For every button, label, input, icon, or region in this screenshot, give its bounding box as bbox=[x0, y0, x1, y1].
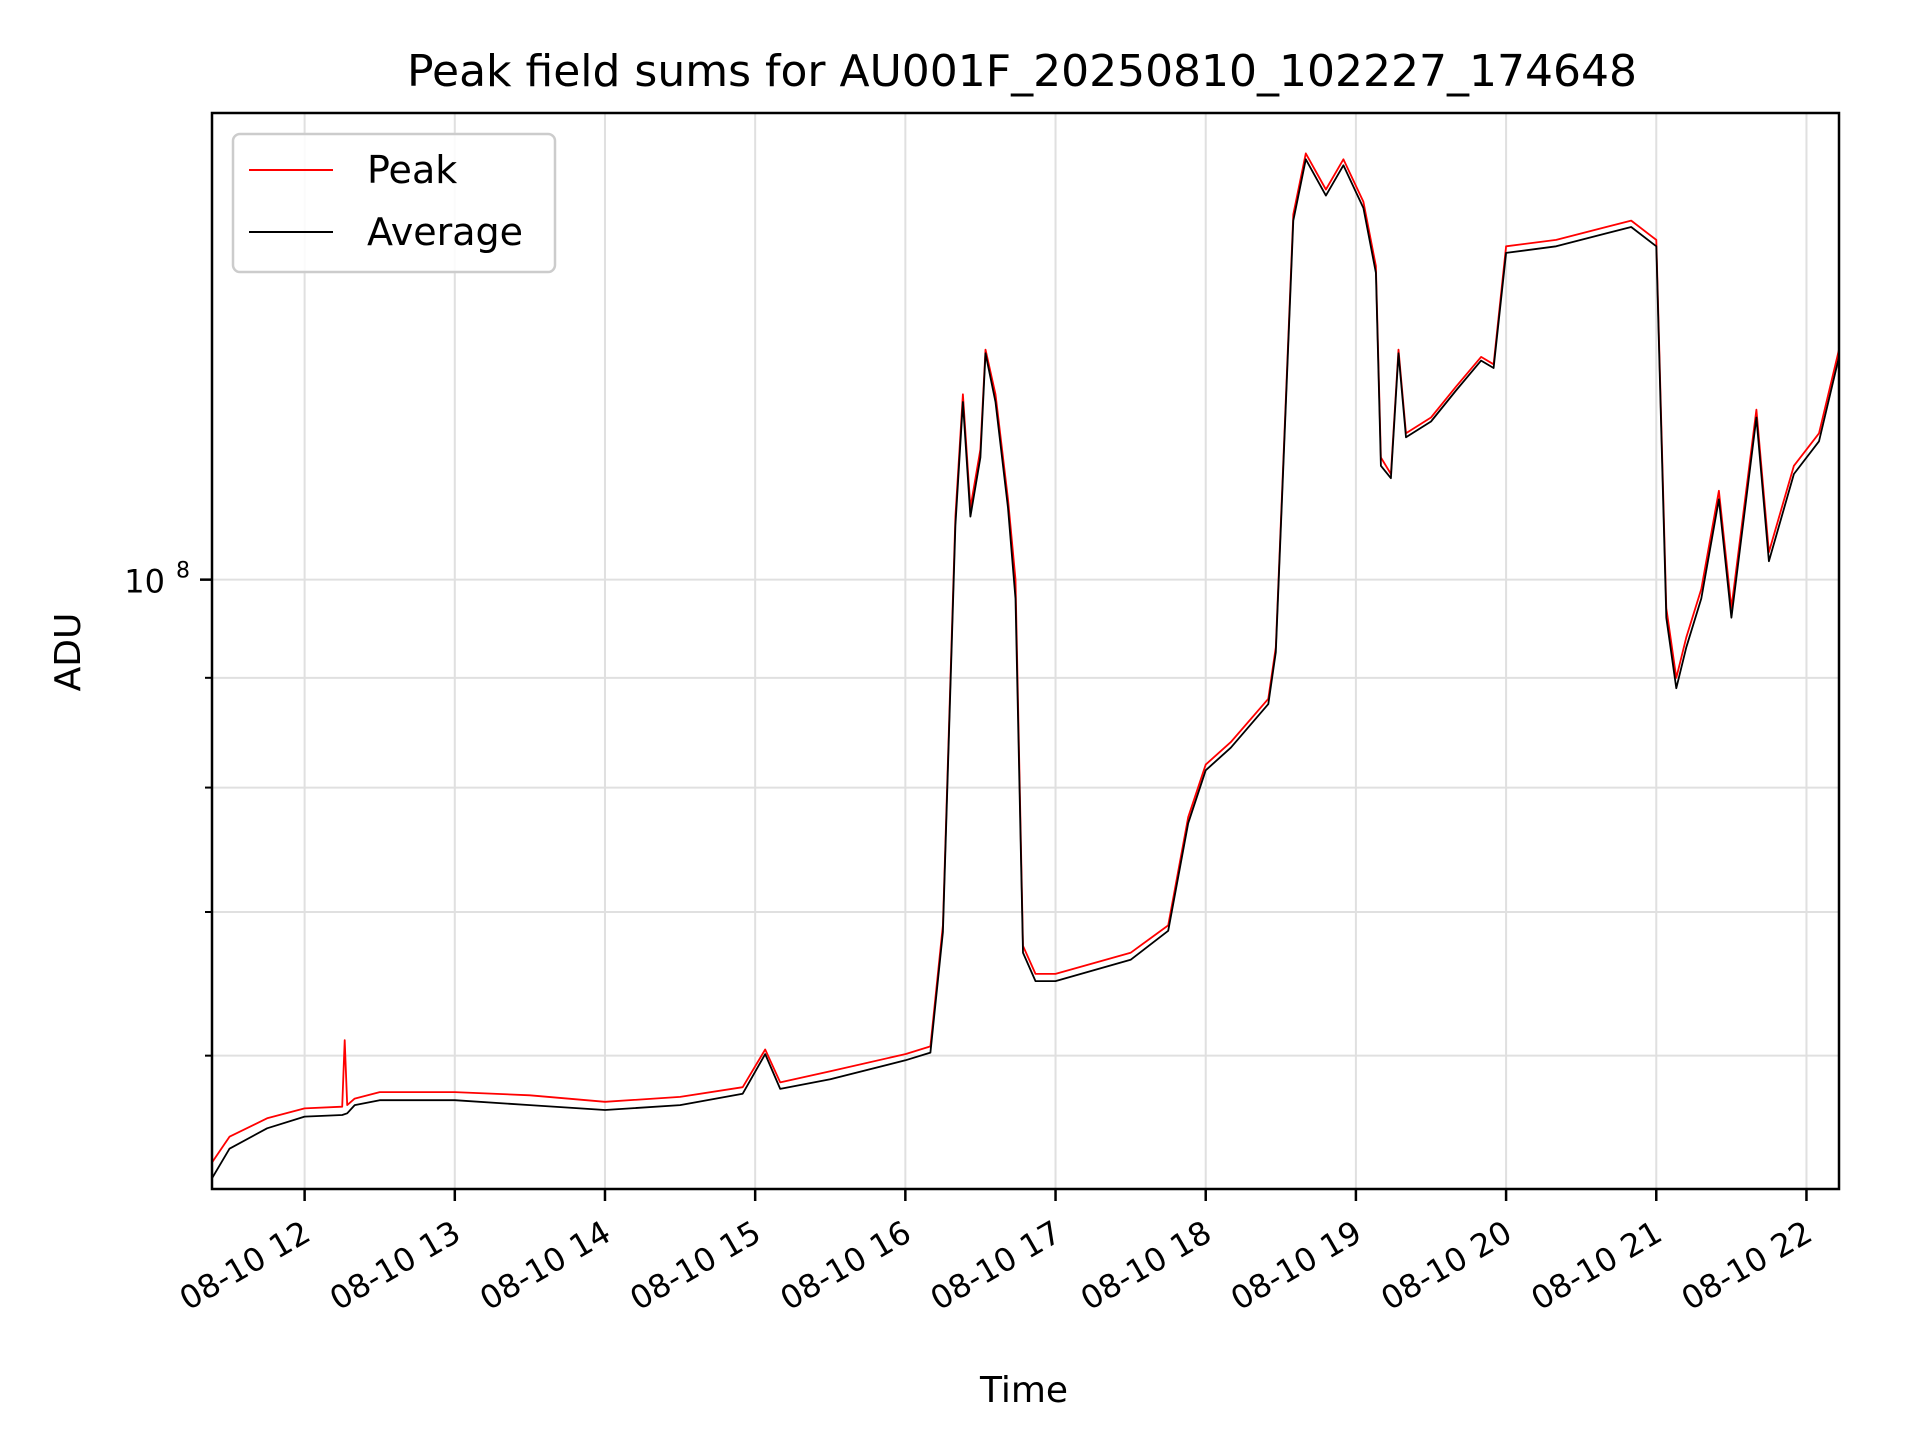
legend: Peak Average bbox=[231, 132, 557, 274]
y-axis-label: ADU bbox=[48, 613, 89, 692]
series-line-peak bbox=[211, 152, 1840, 1164]
y-tick-exponent: 8 bbox=[176, 559, 190, 584]
legend-label-average: Average bbox=[367, 210, 523, 254]
x-axis-label: Time bbox=[979, 1370, 1068, 1411]
series-line-average bbox=[211, 158, 1840, 1179]
y-axis-ticks: 10 8 bbox=[124, 559, 212, 1057]
chart-title: Peak field sums for AU001F_20250810_1022… bbox=[407, 46, 1637, 97]
series-layer bbox=[211, 152, 1840, 1179]
legend-label-peak: Peak bbox=[367, 148, 457, 192]
legend-box bbox=[231, 132, 557, 274]
plot-frame bbox=[210, 111, 1841, 1191]
y-tick-label: 10 bbox=[124, 563, 165, 601]
grid-lines bbox=[212, 113, 1839, 1189]
